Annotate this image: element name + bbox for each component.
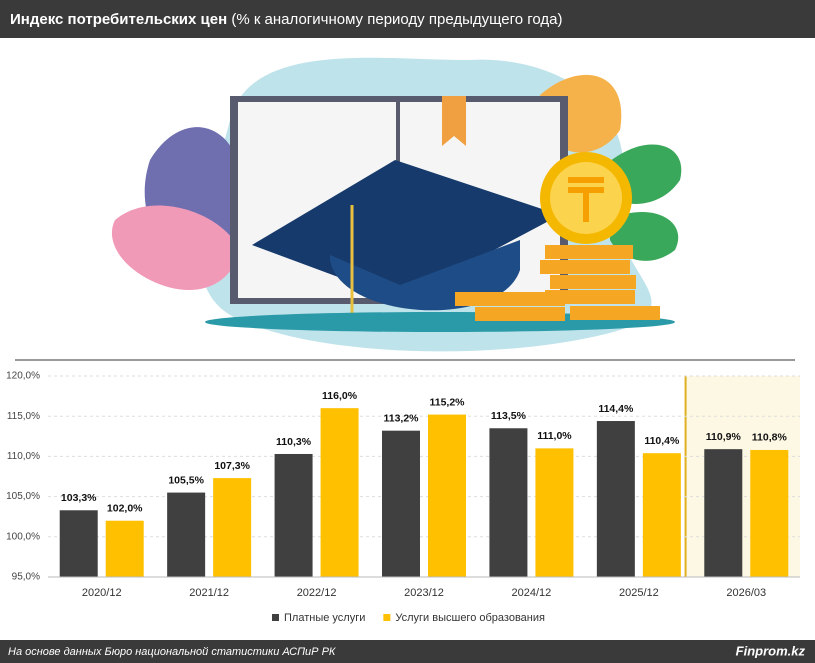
coin	[545, 245, 633, 259]
title-bar	[0, 0, 815, 38]
value-label: 105,5%	[168, 474, 204, 486]
x-tick-label: 2023/12	[404, 587, 444, 599]
illustration	[111, 57, 682, 352]
bar	[704, 449, 743, 577]
coin	[475, 307, 565, 321]
value-label: 115,2%	[429, 396, 465, 408]
bar	[535, 448, 574, 577]
x-tick-label: 2022/12	[297, 587, 337, 599]
bar	[642, 453, 681, 577]
legend-label: Платные услуги	[284, 612, 365, 624]
value-label: 110,4%	[644, 435, 680, 447]
x-tick-label: 2024/12	[512, 587, 552, 599]
legend-swatch	[272, 614, 279, 621]
bar	[320, 408, 359, 577]
leaf	[111, 205, 240, 290]
legend-label: Услуги высшего образования	[395, 612, 545, 624]
y-tick-label: 120,0%	[6, 371, 40, 382]
value-label: 110,3%	[276, 436, 312, 448]
x-tick-label: 2021/12	[189, 587, 229, 599]
coin	[550, 275, 636, 289]
bar	[596, 421, 635, 577]
footer-bar	[0, 640, 815, 663]
value-label: 113,5%	[491, 410, 527, 422]
coin	[540, 260, 630, 274]
value-label: 103,3%	[61, 492, 97, 504]
title-main: Индекс потребительских цен	[10, 11, 227, 28]
value-label: 114,4%	[598, 403, 634, 415]
bookmark	[442, 96, 466, 146]
bar	[274, 453, 313, 577]
y-tick-label: 105,0%	[6, 491, 40, 502]
x-tick-label: 2025/12	[619, 587, 659, 599]
value-label: 102,0%	[107, 503, 143, 515]
cap	[252, 160, 560, 300]
y-tick-label: 100,0%	[6, 531, 40, 542]
value-label: 107,3%	[214, 460, 250, 472]
value-label: 110,9%	[706, 431, 742, 443]
coin	[570, 306, 660, 320]
bar	[750, 449, 789, 577]
bar	[428, 414, 466, 577]
coin	[545, 290, 635, 304]
value-label: 116,0%	[322, 390, 358, 402]
y-tick-label: 115,0%	[7, 411, 40, 422]
source: На основе данных Бюро национальной стати…	[8, 646, 336, 658]
bar	[489, 428, 528, 577]
coin	[455, 292, 565, 306]
value-label: 113,2%	[383, 412, 419, 424]
legend-swatch	[383, 614, 391, 621]
value-label: 110,8%	[752, 432, 788, 444]
bar	[59, 510, 98, 577]
y-tick-label: 110,0%	[7, 451, 40, 462]
y-tick-label: 95,0%	[12, 572, 40, 583]
tenge-sign	[568, 177, 604, 222]
bar	[213, 478, 252, 577]
title: Индекс потребительских цен (% к аналогич…	[10, 11, 563, 28]
brand: Finprom.kz	[736, 643, 806, 658]
plot: 95,0% 100,0% 105,0% 110,0% 115,0% 120,0% 2020/…	[6, 371, 800, 624]
bar	[105, 520, 144, 577]
bar	[167, 492, 206, 577]
title-sub: (% к аналогичному периоду предыдущего го…	[231, 11, 562, 28]
x-tick-label: 2020/12	[82, 587, 122, 599]
bar	[382, 430, 420, 577]
x-tick-label: 2026/03	[726, 587, 766, 599]
value-label: 111,0%	[537, 430, 572, 442]
